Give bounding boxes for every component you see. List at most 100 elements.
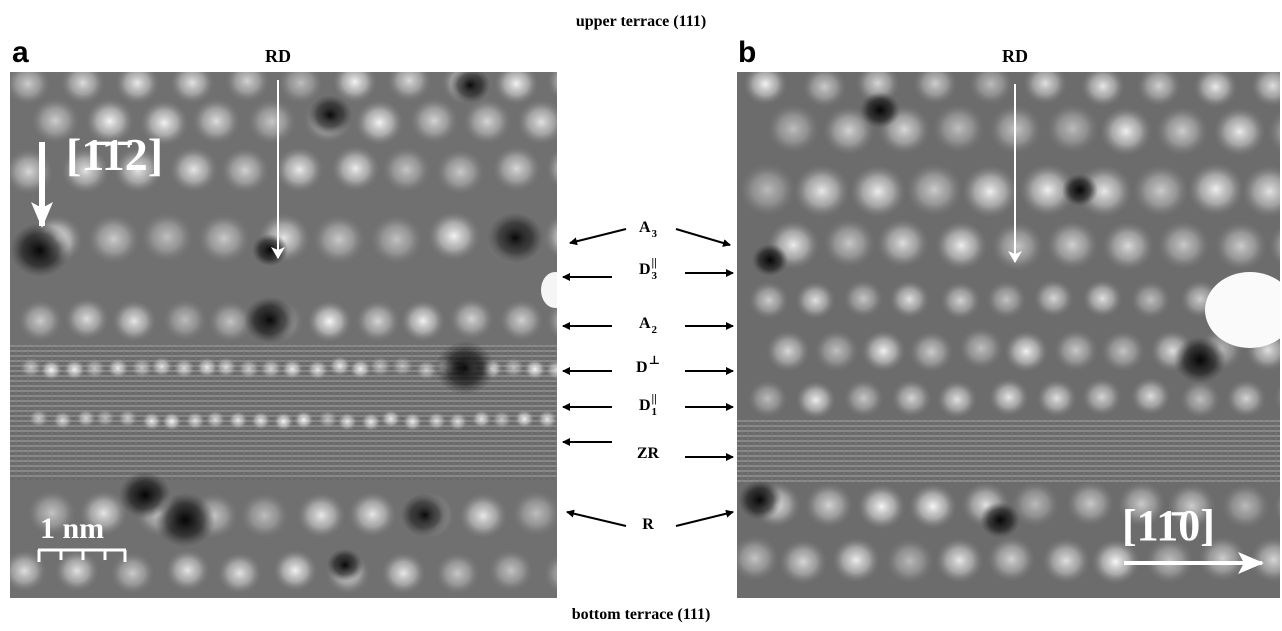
atom — [891, 379, 932, 418]
atom — [297, 492, 346, 539]
row-label-sub: 2 — [652, 324, 658, 336]
atom — [237, 358, 260, 380]
panel-letter: b — [738, 36, 756, 69]
atom — [196, 356, 219, 378]
atom — [410, 97, 459, 144]
dark-spot — [1174, 336, 1226, 384]
atom — [170, 72, 215, 104]
atom — [885, 538, 934, 584]
atom — [278, 72, 323, 104]
atom — [381, 552, 426, 595]
atom — [400, 300, 445, 342]
atom — [250, 411, 271, 431]
dark-spot — [401, 493, 449, 537]
atom — [447, 411, 468, 431]
stm-image-b — [737, 72, 1280, 598]
row-label-sup: || — [652, 255, 657, 269]
dark-spot — [244, 296, 296, 344]
atom — [1269, 225, 1280, 266]
atom — [567, 356, 589, 377]
atom — [1066, 480, 1115, 527]
row-label: D — [639, 261, 651, 278]
atom — [547, 72, 557, 99]
atom — [1132, 164, 1189, 218]
atom — [1091, 538, 1140, 585]
atom — [935, 220, 988, 271]
dark-spot — [252, 233, 288, 267]
atom — [1214, 221, 1267, 271]
atom — [1100, 106, 1153, 157]
atom — [748, 281, 789, 320]
atom — [795, 380, 836, 419]
dark-spot — [10, 223, 70, 277]
atom — [857, 483, 906, 530]
atom — [876, 218, 929, 268]
atom — [1221, 483, 1270, 529]
atom — [940, 281, 981, 320]
row-label: D — [636, 359, 648, 376]
atom — [52, 410, 73, 430]
dark-spot — [308, 95, 352, 135]
atom — [737, 535, 779, 582]
atom — [426, 411, 447, 431]
atom — [1042, 537, 1091, 584]
atom — [79, 490, 128, 536]
atom — [814, 329, 859, 372]
atom — [1241, 164, 1280, 218]
top-label: upper terrace (111) — [576, 13, 706, 30]
direction-label: [11̄0] — [1122, 501, 1215, 550]
atom — [64, 297, 109, 340]
atom — [1193, 72, 1238, 108]
atom — [832, 537, 881, 583]
atom — [958, 327, 1003, 370]
atom — [248, 98, 297, 145]
atom — [27, 490, 76, 536]
row-label: A — [639, 315, 651, 332]
atom — [110, 552, 155, 595]
dark-spot — [450, 72, 490, 103]
atom — [937, 380, 978, 419]
row-label-sub: 3 — [652, 270, 658, 282]
atom — [805, 482, 854, 528]
atom — [402, 412, 423, 432]
direction-label: [1̄1̄2] — [66, 129, 163, 180]
atom — [502, 357, 525, 379]
atom — [355, 300, 400, 342]
atom — [492, 145, 541, 192]
row-label-sub: 3 — [652, 228, 658, 240]
atom — [843, 379, 884, 418]
atom — [991, 221, 1044, 271]
atom — [935, 537, 984, 584]
dark-spot — [155, 493, 215, 547]
atom — [747, 379, 788, 418]
atom — [932, 103, 985, 153]
dark-spot — [487, 212, 543, 264]
atom — [387, 72, 432, 102]
row-label-sub: 1 — [652, 406, 658, 418]
atom — [10, 72, 50, 105]
atom — [1117, 481, 1166, 527]
atom — [370, 214, 423, 265]
atom — [1046, 103, 1099, 154]
atom — [332, 72, 377, 103]
atom — [908, 483, 957, 530]
atom — [1180, 380, 1221, 419]
atom — [1130, 280, 1171, 319]
atom — [906, 163, 963, 217]
atom — [307, 300, 352, 343]
atom — [743, 72, 788, 105]
atom — [962, 164, 1019, 219]
atom — [208, 300, 253, 343]
row-label-sup: || — [652, 391, 657, 405]
atom — [1046, 220, 1099, 270]
row-label-sup: ⊥ — [649, 353, 661, 367]
atom — [85, 98, 134, 144]
atom — [1019, 163, 1076, 217]
atom — [1081, 377, 1122, 416]
atom — [18, 299, 63, 342]
atom — [349, 358, 372, 380]
dark-spot — [119, 471, 171, 519]
atom — [986, 280, 1027, 319]
atom — [779, 539, 828, 585]
